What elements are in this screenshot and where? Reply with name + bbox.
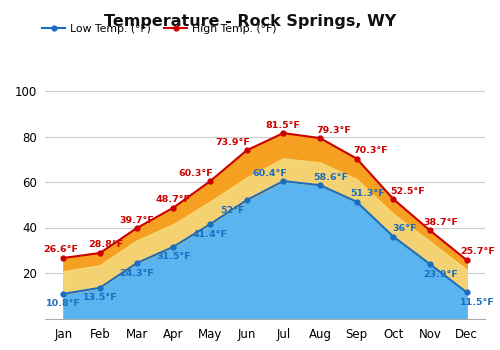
Low Temp. (°F) — [317, 183, 323, 187]
Text: 25.7°F: 25.7°F — [460, 247, 495, 257]
High Temp. (°F) — [134, 226, 140, 230]
High Temp. (°F) — [60, 256, 66, 260]
Low Temp. (°F) — [60, 292, 66, 296]
Text: 28.8°F: 28.8°F — [88, 240, 123, 250]
Line: High Temp. (°F): High Temp. (°F) — [61, 131, 469, 262]
High Temp. (°F) — [207, 179, 213, 183]
Text: 79.3°F: 79.3°F — [316, 126, 352, 134]
Text: 60.3°F: 60.3°F — [178, 169, 214, 178]
Text: 52.5°F: 52.5°F — [390, 187, 424, 196]
Text: 52°F: 52°F — [220, 206, 245, 215]
Text: 73.9°F: 73.9°F — [216, 138, 250, 147]
Low Temp. (°F) — [97, 286, 103, 290]
Low Temp. (°F) — [280, 179, 286, 183]
Text: 60.4°F: 60.4°F — [252, 169, 287, 177]
High Temp. (°F) — [170, 205, 176, 210]
Legend: Low Temp. (°F), High Temp. (°F): Low Temp. (°F), High Temp. (°F) — [42, 23, 276, 34]
Low Temp. (°F) — [134, 261, 140, 265]
Text: 58.6°F: 58.6°F — [314, 173, 348, 182]
Text: 48.7°F: 48.7°F — [156, 195, 191, 204]
Low Temp. (°F) — [244, 198, 250, 202]
High Temp. (°F) — [97, 251, 103, 255]
Text: 38.7°F: 38.7°F — [424, 218, 458, 227]
Low Temp. (°F) — [207, 222, 213, 226]
Text: 26.6°F: 26.6°F — [43, 245, 78, 254]
Text: 81.5°F: 81.5°F — [266, 120, 301, 130]
Text: 70.3°F: 70.3°F — [353, 146, 388, 155]
Text: 11.5°F: 11.5°F — [460, 298, 495, 307]
Low Temp. (°F) — [427, 262, 433, 266]
Line: Low Temp. (°F): Low Temp. (°F) — [61, 178, 469, 296]
Text: 36°F: 36°F — [392, 224, 416, 233]
Low Temp. (°F) — [170, 245, 176, 249]
High Temp. (°F) — [390, 197, 396, 201]
Text: 10.8°F: 10.8°F — [46, 300, 81, 308]
Text: 24.3°F: 24.3°F — [119, 269, 154, 278]
Text: Temperature - Rock Springs, WY: Temperature - Rock Springs, WY — [104, 14, 396, 29]
Text: 51.3°F: 51.3°F — [350, 189, 385, 198]
High Temp. (°F) — [244, 148, 250, 153]
High Temp. (°F) — [280, 131, 286, 135]
High Temp. (°F) — [427, 228, 433, 232]
High Temp. (°F) — [464, 258, 469, 262]
Text: 41.4°F: 41.4°F — [192, 230, 228, 239]
Low Temp. (°F) — [354, 200, 360, 204]
Low Temp. (°F) — [464, 290, 469, 294]
Text: 39.7°F: 39.7°F — [119, 216, 154, 225]
Text: 31.5°F: 31.5°F — [156, 252, 190, 261]
Text: 13.5°F: 13.5°F — [82, 293, 118, 302]
Low Temp. (°F) — [390, 234, 396, 239]
Text: 23.9°F: 23.9°F — [424, 270, 458, 279]
High Temp. (°F) — [317, 136, 323, 140]
High Temp. (°F) — [354, 156, 360, 161]
